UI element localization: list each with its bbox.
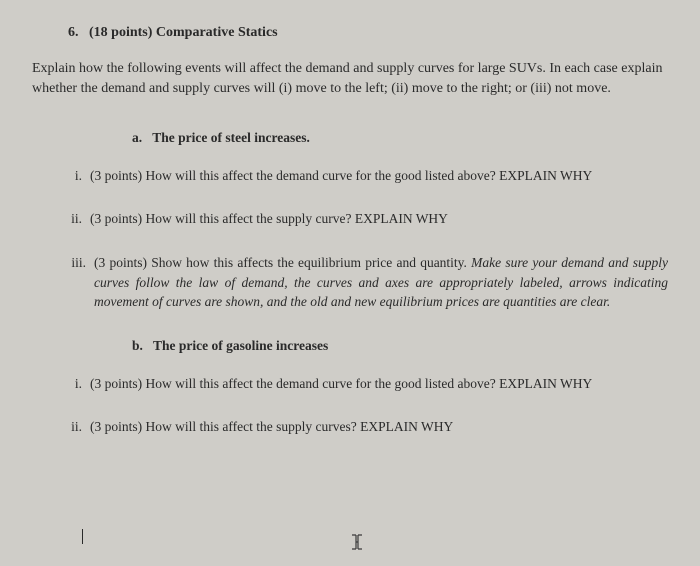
part-a-iii: iii.(3 points) Show how this affects the… [56,253,668,312]
roman-numeral: ii. [70,417,90,437]
part-a-label: a. [132,130,142,145]
part-a-header: a. The price of steel increases. [32,128,668,148]
question-header: 6. (18 points) Comparative Statics [32,22,668,43]
roman-numeral: i. [70,166,90,186]
ibeam-cursor-icon [348,533,366,558]
roman-numeral: i. [70,374,90,394]
item-text: (3 points) How will this affect the supp… [90,419,453,434]
part-a-ii: ii.(3 points) How will this affect the s… [52,209,668,229]
part-b-header: b. The price of gasoline increases [32,336,668,356]
q-points: (18 points) [89,25,152,40]
item-text: (3 points) How will this affect the supp… [90,211,448,226]
q-title: Comparative Statics [156,25,278,40]
part-b-label: b. [132,338,143,353]
q-number: 6. [68,25,79,40]
part-a-i: i.(3 points) How will this affect the de… [52,166,668,186]
item-lead: (3 points) Show how this affects the equ… [94,255,471,270]
question-intro: Explain how the following events will af… [32,59,668,100]
part-b-title: The price of gasoline increases [153,338,328,353]
part-b-i: i.(3 points) How will this affect the de… [52,374,668,394]
text-cursor-icon [82,529,83,544]
roman-numeral: ii. [70,209,90,229]
part-a-title: The price of steel increases. [152,130,310,145]
item-text: (3 points) How will this affect the dema… [90,376,592,391]
roman-numeral: iii. [70,253,94,273]
item-text: (3 points) How will this affect the dema… [90,168,592,183]
part-b-ii: ii.(3 points) How will this affect the s… [52,417,668,437]
